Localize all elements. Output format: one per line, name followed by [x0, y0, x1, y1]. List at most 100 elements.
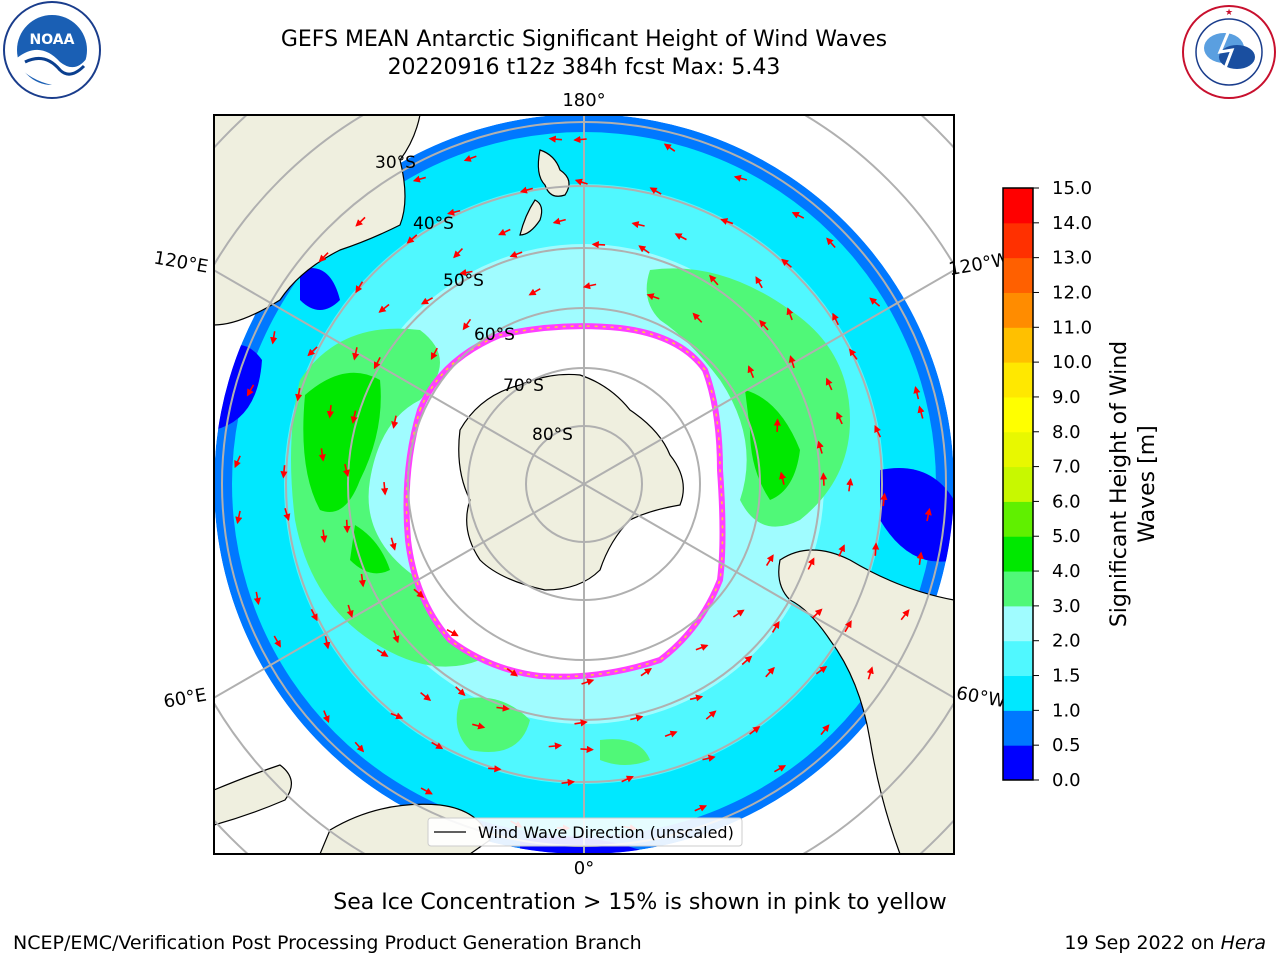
wind-wave-arrow: [389, 537, 397, 551]
wind-wave-arrow: [496, 704, 510, 712]
wind-wave-arrow: [674, 233, 687, 241]
colorbar-tick-label: 15.0: [1052, 178, 1092, 199]
wind-wave-arrow: [844, 620, 852, 633]
wind-wave-arrow: [234, 455, 241, 469]
wind-wave-arrow: [916, 551, 924, 565]
colorbar-tick-label: 5.0: [1052, 526, 1081, 547]
wind-wave-arrow: [640, 667, 652, 677]
colorbar-tick-label: 0.0: [1052, 770, 1081, 791]
wind-wave-arrow: [280, 465, 288, 479]
wind-wave-arrow: [343, 519, 351, 534]
lat-label-50s: 50°S: [443, 271, 484, 291]
wind-wave-arrow: [548, 135, 563, 143]
wind-wave-arrow: [732, 609, 745, 618]
wind-wave-arrow: [406, 234, 418, 244]
date-value: 19 Sep 2022 on: [1064, 932, 1221, 954]
wind-wave-arrow: [702, 754, 716, 762]
wind-wave-arrow: [755, 276, 763, 289]
colorbar-swatch: [1003, 396, 1033, 433]
australia-land: [214, 115, 421, 326]
wind-wave-arrow: [352, 347, 360, 361]
lat-label-40s: 40°S: [413, 214, 454, 234]
wind-wave-arrow: [295, 388, 303, 402]
wind-wave-arrow: [446, 628, 459, 637]
wind-wave-arrow: [358, 573, 366, 588]
wind-wave-arrow: [781, 258, 792, 268]
lon-label-60w: 60°W: [955, 683, 1008, 712]
wind-wave-arrow: [318, 448, 326, 462]
wind-wave-arrow: [455, 686, 466, 696]
colorbar-swatch: [1003, 501, 1033, 537]
wind-wave-arrow: [692, 312, 703, 323]
lon-label-60e: 60°E: [162, 684, 208, 712]
wind-wave-arrow: [413, 588, 425, 598]
colorbar-tick-label: 13.0: [1052, 248, 1092, 269]
wind-wave-arrow: [836, 411, 843, 425]
lon-label-180: 180°: [562, 90, 605, 111]
wind-wave-arrow: [548, 742, 563, 750]
wind-wave-arrow: [765, 554, 774, 567]
wind-wave-arrow: [320, 529, 328, 543]
lon-label-0: 0°: [574, 858, 594, 879]
wind-wave-arrow: [786, 307, 794, 321]
wind-wave-arrow: [420, 787, 433, 795]
colorbar-swatch: [1003, 362, 1033, 398]
wind-wave-arrow: [741, 655, 753, 666]
wind-wave-arrow: [552, 217, 566, 225]
colorbar-tick-label: 6.0: [1052, 491, 1081, 512]
wind-wave-arrow: [420, 297, 434, 305]
wind-wave-arrow: [630, 714, 644, 722]
wind-wave-arrow: [591, 241, 606, 249]
host-name: Hera: [1220, 932, 1266, 954]
colorbar-tick-label: 11.0: [1052, 317, 1092, 338]
svg-text:★: ★: [1225, 8, 1233, 18]
map-frame: [213, 114, 955, 855]
lon-label-120e: 120°E: [152, 247, 210, 277]
wind-wave-arrow: [880, 492, 888, 507]
wind-wave-arrow: [820, 724, 830, 736]
wind-wave-arrow: [253, 591, 261, 606]
wind-wave-arrow: [747, 365, 755, 378]
wind-wave-arrow: [582, 282, 597, 290]
wind-wave-arrow: [812, 608, 823, 619]
lat-label-70s: 70°S: [503, 376, 544, 396]
nws-logo: ★: [1182, 5, 1276, 99]
wind-wave-arrow: [788, 355, 796, 369]
wind-wave-arrow: [322, 710, 330, 724]
wind-wave-arrow: [270, 331, 278, 345]
wind-wave-arrow: [866, 666, 874, 680]
colorbar-frame: [1002, 187, 1034, 781]
colorbar-swatch: [1003, 536, 1033, 572]
wind-wave-arrow: [392, 630, 400, 644]
wind-wave-arrow: [825, 377, 833, 391]
wind-wave-arrow: [235, 510, 243, 525]
wind-wave-arrow: [917, 405, 925, 419]
wind-wave-arrow: [378, 303, 390, 313]
wind-wave-arrow: [463, 155, 477, 162]
wind-wave-arrow: [774, 765, 787, 773]
wind-wave-arrow: [246, 384, 255, 397]
colorbar-swatch: [1003, 327, 1033, 363]
wind-wave-arrow: [720, 218, 734, 225]
colorbar-tick-label: 9.0: [1052, 387, 1081, 408]
colorbar-swatch: [1003, 745, 1033, 781]
wind-wave-arrow: [472, 722, 486, 730]
wind-wave-arrow: [459, 268, 473, 277]
colorbar-tick-label: 12.0: [1052, 282, 1092, 303]
colorbar-swatch: [1003, 640, 1033, 677]
colorbar-tick-label: 10.0: [1052, 352, 1092, 373]
date-text: 19 Sep 2022 on Hera: [1064, 932, 1266, 954]
wind-wave-arrow: [380, 482, 389, 496]
colorbar-swatch: [1003, 466, 1033, 502]
colorbar-swatch: [1003, 571, 1033, 607]
colorbar-swatch: [1003, 431, 1033, 468]
legend-label: Wind Wave Direction (unscaled): [478, 823, 734, 842]
wind-wave-arrow: [900, 609, 910, 621]
colorbar-tick-label: 7.0: [1052, 457, 1081, 478]
wind-wave-arrow: [869, 297, 881, 307]
wind-wave-arrow: [733, 174, 748, 182]
wind-wave-arrow: [749, 726, 761, 735]
wind-wave-arrow: [318, 252, 329, 263]
wind-wave-arrow: [709, 274, 719, 286]
wind-wave-arrow: [779, 471, 787, 485]
